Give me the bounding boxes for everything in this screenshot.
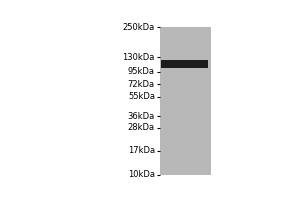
Text: 72kDa: 72kDa: [128, 80, 155, 89]
Text: 36kDa: 36kDa: [128, 112, 155, 121]
Text: 28kDa: 28kDa: [128, 123, 155, 132]
Text: 95kDa: 95kDa: [128, 67, 155, 76]
Text: 130kDa: 130kDa: [122, 53, 155, 62]
Bar: [160, 27, 211, 175]
Text: 10kDa: 10kDa: [128, 170, 155, 179]
Text: 55kDa: 55kDa: [128, 92, 155, 101]
Bar: [161, 60, 208, 68]
Text: 250kDa: 250kDa: [123, 23, 155, 32]
Text: 17kDa: 17kDa: [128, 146, 155, 155]
